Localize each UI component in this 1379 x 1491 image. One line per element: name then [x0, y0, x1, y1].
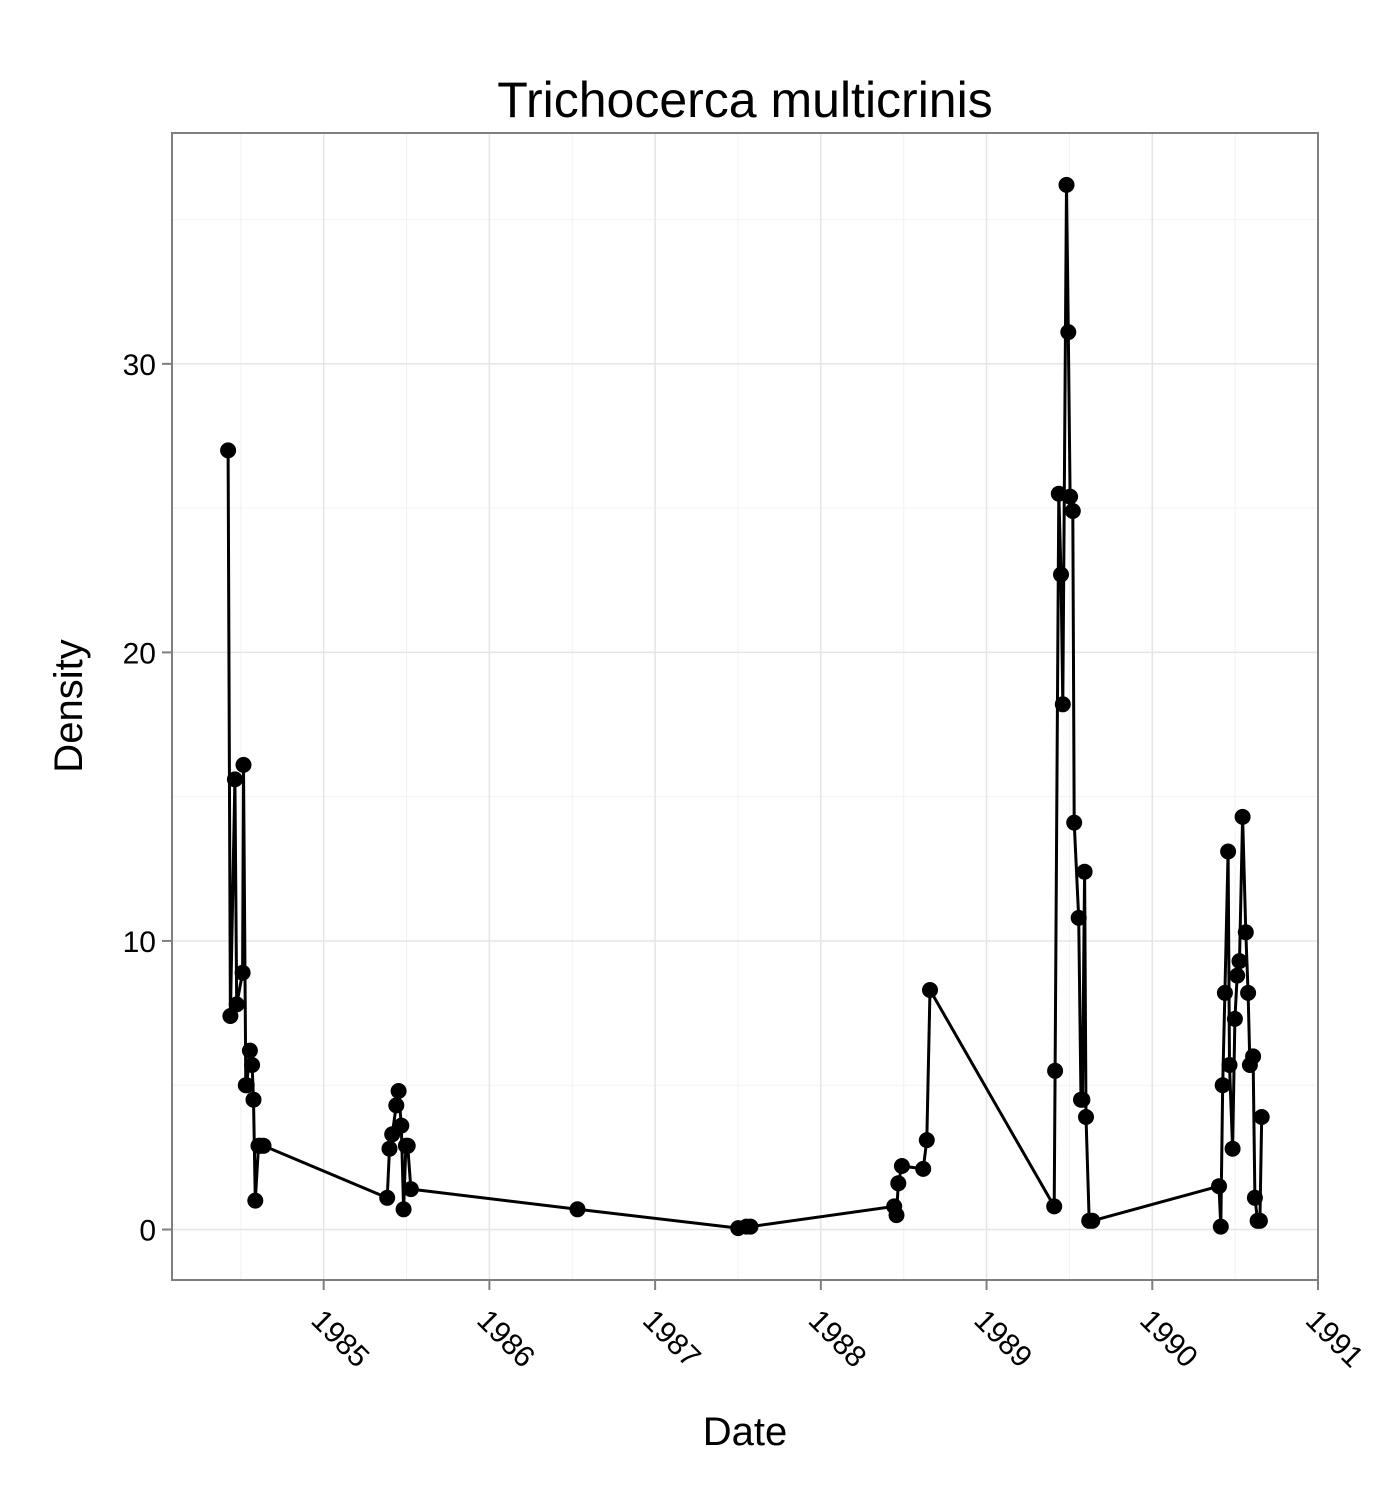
data-point	[234, 964, 251, 981]
data-point	[1221, 1057, 1238, 1073]
data-point	[244, 1057, 261, 1073]
data-point	[1053, 566, 1069, 583]
data-point	[1245, 1048, 1262, 1065]
y-axis-title: Density	[47, 639, 91, 772]
data-point	[742, 1218, 759, 1235]
data-point	[395, 1201, 412, 1218]
data-point	[1046, 1198, 1063, 1215]
data-point	[888, 1207, 905, 1224]
data-point	[1060, 324, 1077, 341]
data-point	[247, 1192, 264, 1209]
data-point	[226, 771, 243, 788]
data-point	[1231, 953, 1248, 970]
data-point	[1216, 984, 1233, 1001]
data-point	[890, 1175, 907, 1192]
data-point	[379, 1189, 396, 1206]
data-point	[1076, 863, 1093, 880]
data-point	[1074, 1091, 1091, 1108]
data-point	[1214, 1077, 1231, 1094]
data-point	[1253, 1109, 1270, 1125]
data-point	[1066, 814, 1083, 831]
data-point	[1070, 909, 1087, 926]
data-point	[238, 1077, 255, 1094]
data-point	[1251, 1212, 1268, 1229]
data-point	[241, 1042, 258, 1059]
data-point	[390, 1083, 407, 1099]
data-point	[402, 1181, 419, 1198]
data-point	[399, 1137, 416, 1154]
y-tick-label: 0	[139, 1215, 156, 1248]
y-tick-label: 30	[123, 349, 156, 382]
data-point	[1058, 176, 1075, 193]
x-axis-title: Date	[703, 1410, 788, 1454]
plot-area	[171, 132, 1319, 1281]
data-point	[1078, 1109, 1094, 1125]
data-point	[388, 1097, 405, 1114]
data-point	[1224, 1140, 1241, 1157]
y-tick-label: 10	[123, 926, 156, 959]
data-point	[1234, 808, 1251, 825]
chart-title: Trichocerca multicrinis	[497, 72, 992, 128]
panel-background	[172, 133, 1318, 1280]
y-tick-label: 20	[123, 637, 156, 670]
data-point	[1212, 1218, 1229, 1235]
data-point	[1062, 488, 1079, 505]
data-point	[1229, 967, 1246, 984]
data-point	[1084, 1212, 1101, 1229]
data-point	[1064, 503, 1081, 519]
data-point	[235, 756, 252, 773]
data-point	[228, 996, 245, 1013]
series-line	[226, 183, 1264, 1230]
data-point	[1220, 843, 1237, 860]
panel-border	[171, 132, 1319, 1281]
y-axis: 0 10 20 30	[123, 349, 172, 1248]
data-point	[1237, 924, 1254, 941]
data-points	[220, 176, 1270, 1237]
data-point	[245, 1091, 262, 1108]
data-point	[1054, 696, 1071, 713]
grid-major	[172, 133, 1318, 1280]
data-point	[569, 1201, 586, 1218]
data-point	[381, 1140, 398, 1157]
data-point	[1226, 1010, 1243, 1027]
data-point	[915, 1160, 932, 1177]
data-point	[255, 1137, 272, 1154]
data-point	[1211, 1178, 1227, 1195]
data-point	[1047, 1062, 1064, 1079]
data-point	[922, 982, 938, 998]
grid-minor	[172, 133, 1318, 1280]
data-point	[893, 1158, 910, 1174]
data-point	[393, 1117, 410, 1134]
data-point	[918, 1132, 935, 1149]
data-point	[220, 442, 237, 459]
data-point	[1246, 1189, 1263, 1206]
data-point	[1240, 984, 1257, 1001]
